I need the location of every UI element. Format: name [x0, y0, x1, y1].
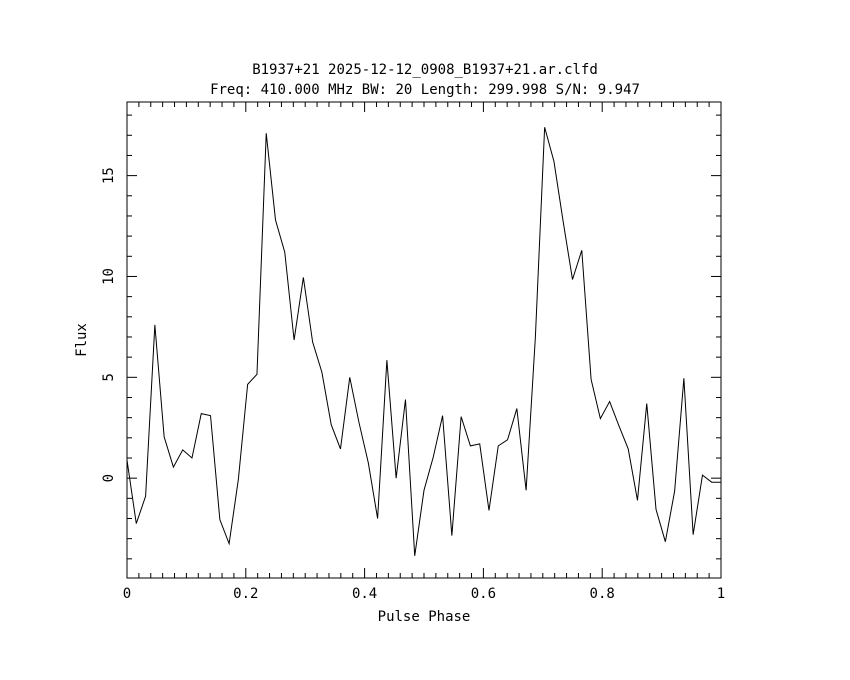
y-tick-label: 5 [101, 373, 117, 381]
series-line [126, 127, 721, 556]
x-tick-label: 0.4 [352, 586, 377, 602]
chart-title: B1937+21 2025-12-12_0908_B1937+21.ar.clf… [252, 62, 598, 78]
plot-frame [126, 101, 722, 579]
x-tick-label: 0 [123, 586, 131, 602]
x-tick-label: 1 [717, 586, 725, 602]
y-tick-label: 15 [101, 167, 117, 184]
chart-subtitle: Freq: 410.000 MHz BW: 20 Length: 299.998… [210, 82, 640, 98]
y-tick-label: 0 [101, 474, 117, 482]
x-tick-label: 0.8 [590, 586, 615, 602]
y-tick-label: 10 [101, 268, 117, 285]
x-axis-label: Pulse Phase [378, 609, 471, 625]
x-tick-label: 0.2 [233, 586, 258, 602]
x-tick-label: 0.6 [471, 586, 496, 602]
axis-ticks [126, 102, 722, 578]
series-layer [126, 127, 721, 556]
y-axis-label: Flux [74, 323, 90, 357]
